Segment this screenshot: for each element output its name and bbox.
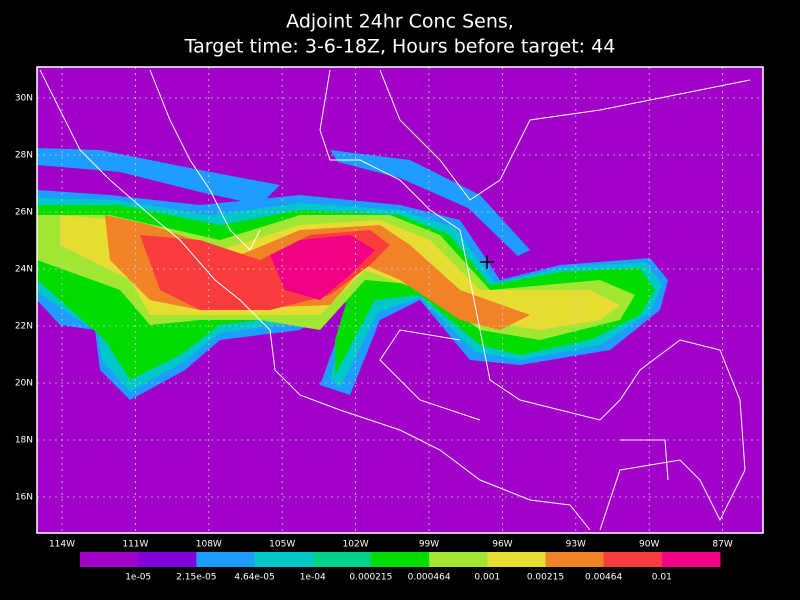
lon-label: 99W bbox=[419, 540, 439, 550]
coastline bbox=[379, 69, 751, 201]
colorbar-box bbox=[370, 552, 430, 567]
lat-label: 26N bbox=[15, 208, 33, 218]
coastline bbox=[379, 329, 481, 421]
coastline bbox=[39, 69, 591, 531]
lat-label: 24N bbox=[15, 265, 33, 275]
coastline bbox=[319, 69, 746, 531]
colorbar-box bbox=[196, 552, 256, 567]
lon-label: 93W bbox=[566, 540, 586, 550]
colorbar-box bbox=[80, 552, 139, 567]
colorbar-label: 0.01 bbox=[652, 573, 672, 583]
colorbar-label: 1e-05 bbox=[125, 573, 151, 583]
colorbar-label: 1e-04 bbox=[300, 573, 326, 583]
colorbar-label: 2.15e-05 bbox=[176, 573, 216, 583]
lat-label: 16N bbox=[15, 493, 33, 503]
contour bbox=[270, 235, 375, 300]
colorbar-box bbox=[487, 552, 546, 567]
colorbar-label: 4.64e-05 bbox=[234, 573, 274, 583]
colorbar-label: 0.001 bbox=[474, 573, 500, 583]
lat-label: 22N bbox=[15, 322, 33, 332]
lon-label: 108W bbox=[196, 540, 222, 550]
lon-label: 90W bbox=[639, 540, 659, 550]
colorbar-label: 0.00215 bbox=[527, 573, 564, 583]
map: 30N 28N 26N 24N 22N 20N 18N 16N 114W 111W 108W 105W… bbox=[15, 66, 764, 550]
lat-label: 18N bbox=[15, 436, 33, 446]
target-marker bbox=[480, 255, 494, 269]
lon-label: 105W bbox=[269, 540, 295, 550]
lat-label: 20N bbox=[15, 379, 33, 389]
colorbar: 1e-05 2.15e-05 4.64e-05 1e-04 0.000215 0.0004… bbox=[80, 552, 721, 583]
lon-label: 114W bbox=[49, 540, 75, 550]
colorbar-box bbox=[661, 552, 721, 567]
map-frame bbox=[36, 66, 764, 534]
lon-label: 111W bbox=[122, 540, 148, 550]
colorbar-label: 0.000215 bbox=[349, 573, 392, 583]
contour bbox=[37, 148, 280, 205]
lon-label: 102W bbox=[343, 540, 369, 550]
title-line: Target time: 3-6-18Z, Hours before targe… bbox=[184, 36, 616, 58]
colorbar-box bbox=[138, 552, 197, 567]
contour bbox=[330, 150, 530, 256]
lat-label: 30N bbox=[15, 94, 33, 104]
title-line: Adjoint 24hr Conc Sens, bbox=[286, 11, 514, 33]
colorbar-label: 0.00464 bbox=[585, 573, 622, 583]
lon-label: 87W bbox=[712, 540, 732, 550]
colorbar-label: 0.000464 bbox=[408, 573, 451, 583]
colorbar-box bbox=[254, 552, 314, 567]
colorbar-box bbox=[603, 552, 663, 567]
coastline bbox=[149, 69, 261, 251]
coastline bbox=[620, 439, 669, 481]
colorbar-box bbox=[429, 552, 488, 567]
colorbar-box bbox=[312, 552, 372, 567]
lon-label: 96W bbox=[492, 540, 512, 550]
lat-label: 28N bbox=[15, 151, 33, 161]
colorbar-box bbox=[545, 552, 605, 567]
